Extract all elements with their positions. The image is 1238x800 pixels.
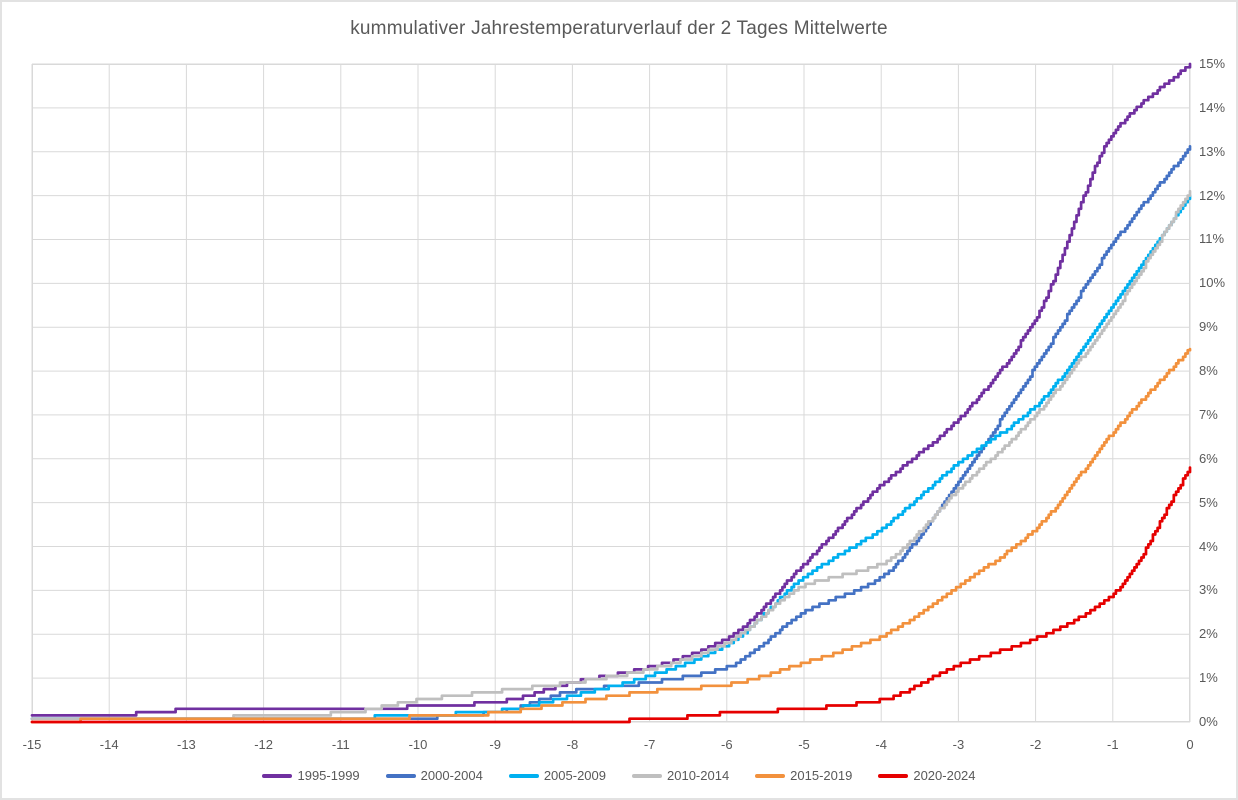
legend-item-2010-2014: 2010-2014 bbox=[632, 768, 729, 783]
series-line-2020-2024 bbox=[30, 466, 1192, 724]
chart-title: kummulativer Jahrestemperaturverlauf der… bbox=[350, 18, 888, 39]
legend-item-2015-2019: 2015-2019 bbox=[755, 768, 852, 783]
legend-item-2020-2024: 2020-2024 bbox=[878, 768, 976, 783]
y-axis-tick-label: 10% bbox=[1199, 275, 1226, 291]
legend-item-1995-1999: 1995-1999 bbox=[262, 768, 360, 783]
y-axis-tick-label: 7% bbox=[1199, 406, 1218, 422]
legend-swatch-icon bbox=[262, 773, 293, 778]
legend-item-2000-2004: 2000-2004 bbox=[385, 768, 483, 783]
series-line-2010-2014 bbox=[30, 189, 1192, 721]
x-axis-tick-label: -12 bbox=[254, 737, 273, 752]
y-axis-tick-label: 3% bbox=[1199, 582, 1218, 598]
legend-swatch-icon bbox=[508, 773, 539, 778]
legend-label: 2000-2004 bbox=[420, 768, 483, 783]
legend-label: 2020-2024 bbox=[913, 768, 976, 783]
x-axis-tick-label: -10 bbox=[408, 737, 428, 752]
x-axis-tick-label: -13 bbox=[176, 737, 196, 752]
x-axis-tick-label: -2 bbox=[1029, 737, 1042, 752]
x-axis-tick-label: -5 bbox=[798, 737, 810, 752]
series-line-2000-2004 bbox=[30, 144, 1192, 721]
x-axis-tick-label: -8 bbox=[566, 737, 579, 752]
y-axis-tick-label: 13% bbox=[1199, 143, 1226, 159]
y-axis-tick-label: 4% bbox=[1199, 538, 1218, 554]
series-line-2005-2009 bbox=[30, 194, 1192, 721]
x-axis-tick-label: -1 bbox=[1107, 737, 1119, 752]
x-axis-tick-label: 0 bbox=[1186, 737, 1194, 752]
y-axis-tick-label: 11% bbox=[1199, 231, 1225, 247]
y-axis-tick-label: 8% bbox=[1199, 363, 1218, 379]
legend-swatch-icon bbox=[385, 773, 416, 778]
x-axis-tick-label: -3 bbox=[952, 737, 965, 752]
series-line-1995-1999 bbox=[30, 62, 1192, 717]
x-axis-tick-label: -15 bbox=[22, 737, 42, 752]
y-axis-tick-label: 5% bbox=[1199, 494, 1218, 510]
y-axis-tick-label: 9% bbox=[1199, 319, 1218, 335]
legend: 1995-1999 2000-2004 2005-2009 2010-2014 2015… bbox=[2, 768, 1236, 783]
y-axis-tick-label: 1% bbox=[1199, 670, 1218, 686]
x-axis-tick-label: -6 bbox=[721, 737, 733, 752]
legend-item-2005-2009: 2005-2009 bbox=[508, 768, 606, 783]
x-axis-tick-label: -11 bbox=[331, 737, 350, 752]
plot-border bbox=[32, 64, 1190, 722]
legend-swatch-icon bbox=[755, 773, 786, 778]
y-axis-tick-label: 2% bbox=[1199, 626, 1218, 642]
legend-swatch-icon bbox=[878, 773, 909, 778]
y-axis-tick-label: 12% bbox=[1199, 187, 1226, 203]
x-axis-tick-label: -14 bbox=[99, 737, 119, 752]
series-line-2015-2019 bbox=[30, 347, 1192, 724]
legend-label: 2005-2009 bbox=[543, 768, 606, 783]
x-axis-tick-label: -9 bbox=[489, 737, 501, 752]
y-axis-tick-label: 15% bbox=[1199, 56, 1226, 71]
y-axis-tick-label: 6% bbox=[1199, 450, 1218, 466]
legend-swatch-icon bbox=[632, 773, 662, 778]
legend-label: 2010-2014 bbox=[667, 768, 730, 783]
x-axis-tick-label: -7 bbox=[643, 737, 656, 752]
y-axis-tick-label: 14% bbox=[1199, 99, 1226, 115]
legend-label: 2015-2019 bbox=[790, 768, 853, 783]
plot-svg bbox=[30, 62, 1192, 724]
legend-label: 1995-1999 bbox=[297, 768, 360, 783]
y-axis-tick-label: 0% bbox=[1199, 714, 1218, 729]
x-axis-tick-label: -4 bbox=[875, 737, 887, 752]
